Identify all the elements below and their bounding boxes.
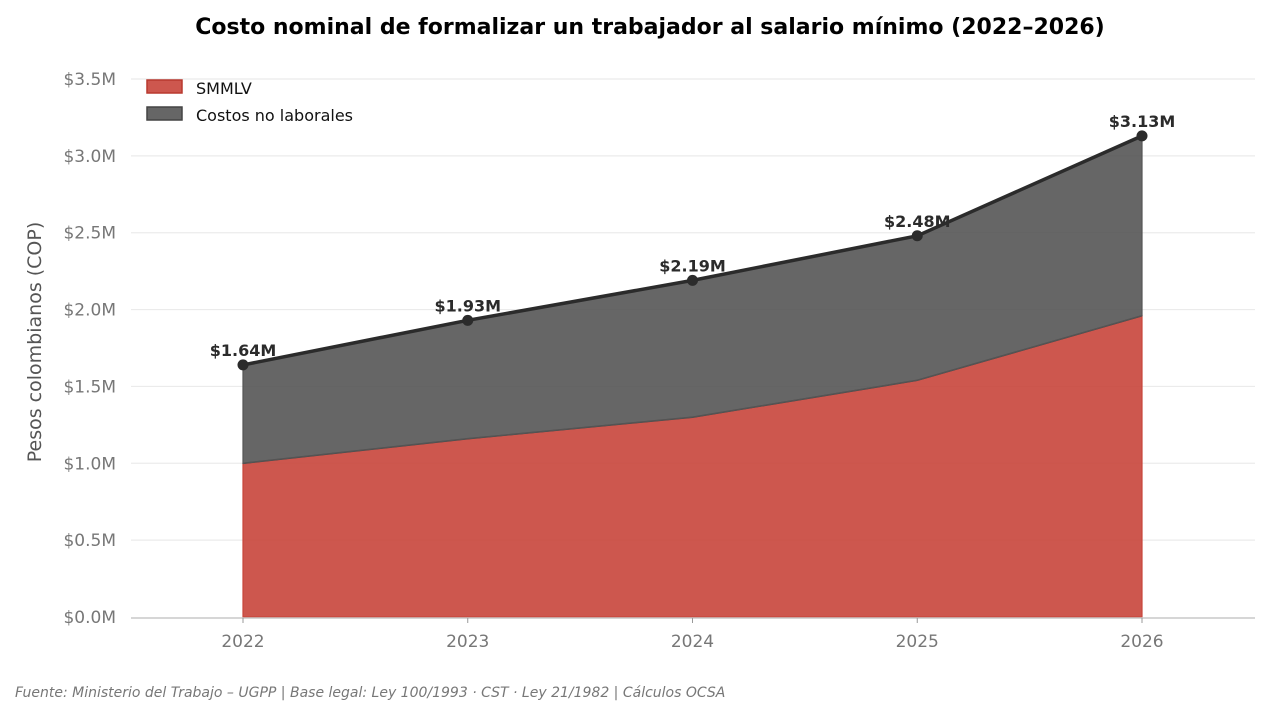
data-label: $3.13M (1109, 112, 1176, 131)
y-tick-label: $2.0M (63, 301, 116, 321)
y-tick-label: $0.5M (63, 531, 116, 551)
y-axis-ticks: $0.0M $0.5M $1.0M $1.5M $2.0M $2.5M $3.0M $3.5M (63, 70, 116, 628)
y-tick-label: $0.0M (63, 608, 116, 628)
legend-label-costos-no-laborales: Costos no laborales (196, 106, 353, 125)
data-label: $2.48M (884, 212, 951, 231)
data-label: $1.64M (210, 341, 277, 360)
x-tick-label: 2023 (446, 632, 489, 652)
x-axis-ticks: 2022 2023 2024 2025 2026 (221, 618, 1164, 652)
x-tick-label: 2024 (671, 632, 714, 652)
chart-title: Costo nominal de formalizar un trabajado… (195, 15, 1105, 40)
y-tick-label: $1.0M (63, 454, 116, 474)
y-axis-label: Pesos colombianos (COP) (24, 222, 46, 463)
legend-swatch-smmlv (146, 79, 183, 94)
source-note: Fuente: Ministerio del Trabajo – UGPP | … (15, 685, 726, 701)
legend: SMMLV Costos no laborales (146, 79, 353, 125)
legend-swatch-costos-no-laborales (146, 106, 183, 121)
total-point (911, 230, 923, 242)
y-tick-label: $3.5M (63, 70, 116, 90)
y-tick-label: $2.5M (63, 224, 116, 244)
data-label: $2.19M (659, 256, 726, 275)
x-tick-label: 2025 (896, 632, 939, 652)
x-tick-label: 2022 (221, 632, 264, 652)
y-tick-label: $1.5M (63, 377, 116, 397)
x-tick-label: 2026 (1120, 632, 1163, 652)
total-point (237, 359, 249, 371)
legend-label-smmlv: SMMLV (196, 79, 252, 98)
total-point (1136, 130, 1148, 142)
y-tick-label: $3.0M (63, 147, 116, 167)
area-layers (242, 134, 1143, 618)
total-point (462, 314, 474, 326)
total-point (687, 274, 698, 286)
total-line-group: $1.64M $1.93M $2.19M $2.48M $3.13M (210, 112, 1176, 371)
data-label: $1.93M (434, 296, 501, 315)
